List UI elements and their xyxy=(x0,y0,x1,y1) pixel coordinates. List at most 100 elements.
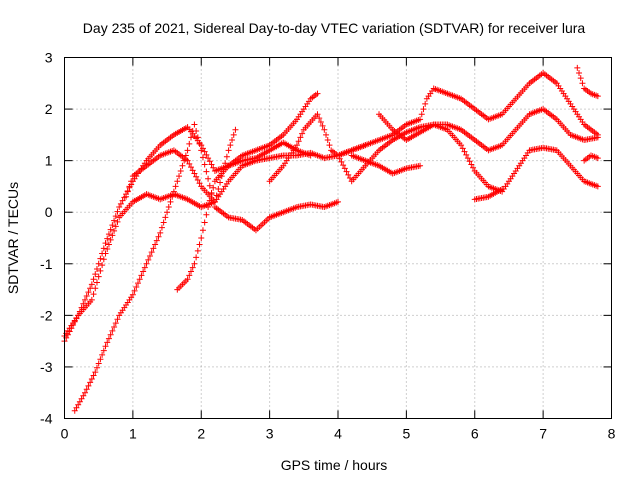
data-point xyxy=(167,198,174,205)
data-point xyxy=(201,219,208,226)
y-tick-label: 3 xyxy=(45,50,53,66)
data-point xyxy=(211,198,218,205)
data-point xyxy=(179,162,186,169)
series-arc-7 xyxy=(335,69,601,159)
y-tick-label: -4 xyxy=(40,411,53,427)
data-point xyxy=(80,392,87,399)
data-point xyxy=(100,256,107,263)
series-arc-3 xyxy=(71,121,341,414)
data-point xyxy=(205,155,212,162)
data-point xyxy=(193,127,200,134)
data-point xyxy=(205,175,212,182)
data-point xyxy=(577,75,584,82)
data-point xyxy=(208,161,215,168)
data-point xyxy=(203,211,210,218)
data-point xyxy=(229,137,236,144)
data-point xyxy=(83,386,90,393)
data-point xyxy=(92,369,99,376)
x-axis-label: GPS time / hours xyxy=(281,457,388,473)
data-point xyxy=(196,241,203,248)
data-point xyxy=(191,121,198,128)
data-point xyxy=(470,164,477,171)
data-point xyxy=(346,175,353,182)
data-point xyxy=(307,152,314,159)
data-layer xyxy=(61,64,601,414)
data-point xyxy=(114,208,121,215)
series-arc-9 xyxy=(348,152,424,177)
data-point xyxy=(417,162,424,169)
data-point xyxy=(135,280,142,287)
data-point xyxy=(230,131,237,138)
data-point xyxy=(85,289,92,296)
data-point xyxy=(109,327,116,334)
data-point xyxy=(194,176,201,183)
data-point xyxy=(316,115,323,122)
data-point xyxy=(174,178,181,185)
data-point xyxy=(100,347,107,354)
data-point xyxy=(199,227,206,234)
y-tick-label: -2 xyxy=(40,307,53,323)
data-point xyxy=(80,300,87,307)
data-point xyxy=(170,188,177,195)
data-point xyxy=(105,335,112,342)
data-point xyxy=(299,130,306,137)
x-tick-label: 8 xyxy=(608,426,616,442)
data-point xyxy=(158,224,165,231)
data-point xyxy=(198,235,205,241)
data-point xyxy=(194,247,201,254)
data-point xyxy=(76,398,83,405)
data-point xyxy=(107,331,114,338)
data-point xyxy=(594,183,601,190)
data-point xyxy=(215,186,222,193)
data-point xyxy=(227,142,234,149)
data-point xyxy=(594,93,601,100)
x-tick-label: 7 xyxy=(539,426,547,442)
data-point xyxy=(111,217,118,224)
data-point xyxy=(177,167,184,174)
data-point xyxy=(146,253,153,260)
data-point xyxy=(186,140,193,147)
data-point xyxy=(210,164,217,171)
data-point xyxy=(131,287,138,294)
y-tick-label: -3 xyxy=(40,359,53,375)
data-point xyxy=(191,170,198,177)
data-point xyxy=(459,145,466,152)
data-point xyxy=(99,351,106,358)
data-point xyxy=(99,262,106,269)
data-point xyxy=(317,118,324,125)
data-point xyxy=(468,161,475,168)
data-point xyxy=(126,183,133,190)
data-point xyxy=(184,157,191,164)
data-point xyxy=(92,285,99,292)
data-point xyxy=(97,255,104,262)
data-point xyxy=(187,268,194,275)
data-point xyxy=(141,264,148,271)
data-point xyxy=(466,158,473,165)
x-tick-label: 0 xyxy=(61,426,69,442)
data-point xyxy=(206,182,213,189)
data-point xyxy=(191,260,198,267)
data-point xyxy=(100,245,107,252)
y-axis-label: SDTVAR / TECUs xyxy=(5,182,21,294)
data-point xyxy=(210,184,217,191)
data-point xyxy=(184,147,191,154)
data-point xyxy=(189,264,196,271)
data-point xyxy=(82,296,89,303)
data-point xyxy=(114,316,121,323)
y-tick-label: 2 xyxy=(45,101,53,117)
chart-title: Day 235 of 2021, Sidereal Day-to-day VTE… xyxy=(83,20,586,36)
series-arc-1 xyxy=(61,90,321,345)
data-point xyxy=(111,323,118,330)
data-point xyxy=(160,219,167,226)
grid-layer xyxy=(64,57,612,419)
data-point xyxy=(218,173,225,180)
data-point xyxy=(155,233,162,240)
data-point xyxy=(140,268,147,275)
data-point xyxy=(343,168,350,175)
data-point xyxy=(123,193,130,200)
data-point xyxy=(222,160,229,167)
data-point xyxy=(225,147,232,154)
y-tick-label: 0 xyxy=(45,204,53,220)
